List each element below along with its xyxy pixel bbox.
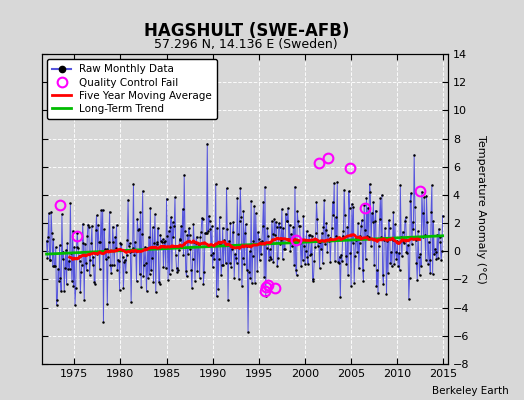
Legend: Raw Monthly Data, Quality Control Fail, Five Year Moving Average, Long-Term Tren: Raw Monthly Data, Quality Control Fail, … <box>47 59 217 119</box>
Y-axis label: Temperature Anomaly (°C): Temperature Anomaly (°C) <box>476 135 486 283</box>
Text: 57.296 N, 14.136 E (Sweden): 57.296 N, 14.136 E (Sweden) <box>155 38 338 51</box>
Text: Berkeley Earth: Berkeley Earth <box>432 386 508 396</box>
Text: HAGSHULT (SWE-AFB): HAGSHULT (SWE-AFB) <box>144 22 349 40</box>
